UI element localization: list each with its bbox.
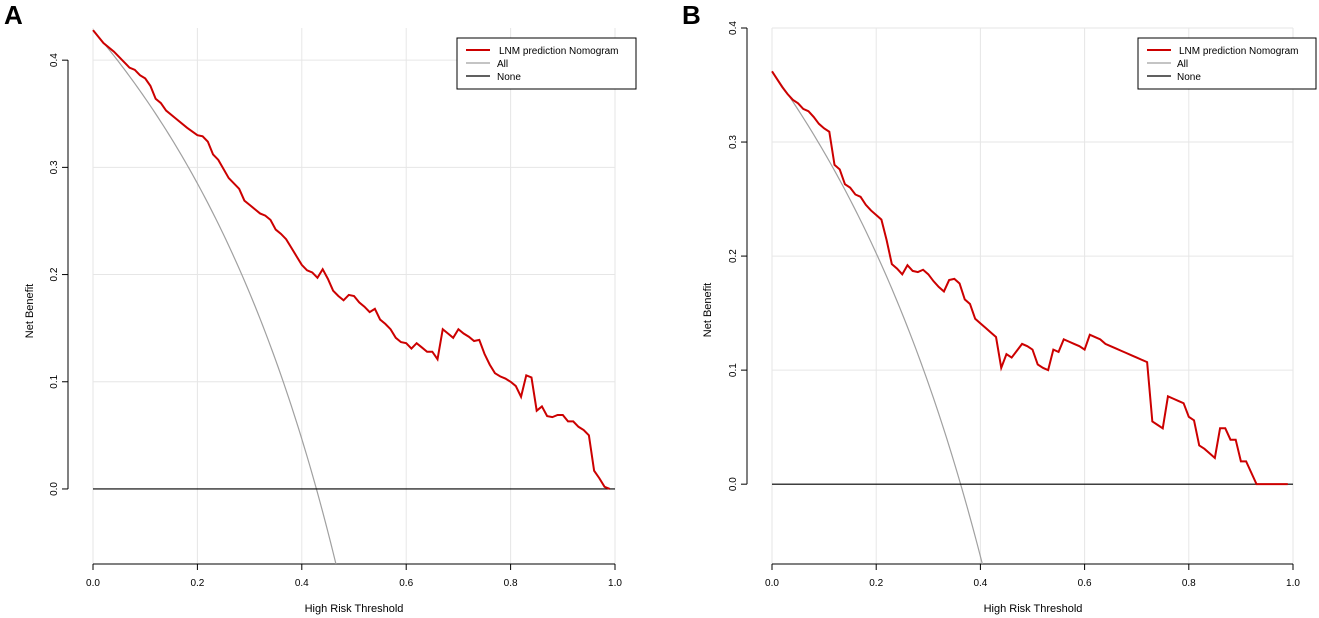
nomogram-line (771, 70, 1288, 486)
y-tick-label: 0.4 (49, 53, 60, 67)
y-tick-label: 0.2 (49, 267, 60, 281)
x-tick-label: 0.2 (869, 578, 883, 589)
treat-all-line (92, 29, 337, 565)
x-tick-label: 0.6 (399, 578, 413, 589)
y-tick-label: 0.2 (728, 249, 739, 263)
x-tick-label: 1.0 (1286, 578, 1300, 589)
y-tick-label: 0.0 (49, 482, 60, 496)
x-axis-title: High Risk Threshold (984, 603, 1083, 615)
legend-label-model: LNM prediction Nomogram (1179, 46, 1299, 57)
y-tick-label: 0.0 (728, 477, 739, 491)
y-tick-label: 0.1 (728, 363, 739, 377)
panel-a: A 0.0 0.2 0.4 0.6 0.8 1.0 0.0 0.1 0.2 0.3 0.4 High… (4, 0, 637, 615)
x-tick-label: 0.0 (86, 578, 100, 589)
y-tick-label: 0.3 (728, 135, 739, 149)
legend: LNM prediction Nomogram All None (456, 37, 637, 90)
x-tick-label: 0.4 (973, 578, 987, 589)
legend-label-model: LNM prediction Nomogram (499, 46, 619, 57)
panel-label: A (4, 0, 23, 30)
panel-b: B 0.0 0.2 0.4 0.6 0.8 1.0 0.0 0.1 0.2 0.3 0.4 High… (682, 0, 1317, 615)
y-axis-title: Net Benefit (702, 283, 714, 337)
y-tick-label: 0.1 (49, 374, 60, 388)
panel-label: B (682, 0, 701, 30)
axes: 0.0 0.2 0.4 0.6 0.8 1.0 0.0 0.1 0.2 0.3 0.4 (49, 53, 622, 589)
x-tick-label: 0.8 (1182, 578, 1196, 589)
nomogram-line (92, 29, 611, 490)
x-tick-label: 0.4 (295, 578, 309, 589)
treat-all-line (771, 70, 983, 565)
x-tick-label: 1.0 (608, 578, 622, 589)
legend: LNM prediction Nomogram All None (1137, 37, 1317, 90)
x-tick-label: 0.6 (1078, 578, 1092, 589)
x-tick-label: 0.8 (504, 578, 518, 589)
legend-label-all: All (1177, 59, 1188, 70)
y-axis-title: Net Benefit (24, 284, 36, 338)
x-tick-label: 0.0 (765, 578, 779, 589)
axes: 0.0 0.2 0.4 0.6 0.8 1.0 0.0 0.1 0.2 0.3 0.4 (728, 21, 1300, 589)
legend-label-all: All (497, 59, 508, 70)
y-tick-label: 0.4 (728, 21, 739, 35)
y-tick-label: 0.3 (49, 160, 60, 174)
legend-label-none: None (1177, 72, 1201, 83)
legend-label-none: None (497, 72, 521, 83)
x-tick-label: 0.2 (190, 578, 204, 589)
x-axis-title: High Risk Threshold (305, 603, 404, 615)
